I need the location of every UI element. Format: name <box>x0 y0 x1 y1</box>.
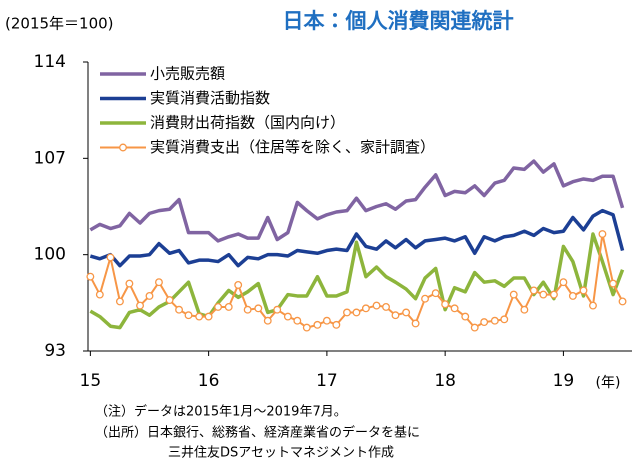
series-marker <box>343 308 351 317</box>
series-marker <box>450 304 459 313</box>
x-axis-label: (年) <box>596 375 621 391</box>
note: （出所）日本銀行、総務省、経済産業省のデータを基に <box>95 425 420 441</box>
series-marker <box>402 308 411 317</box>
series-marker <box>204 312 213 321</box>
note: （注）データは2015年1月～2019年7月。 <box>95 404 347 420</box>
series-marker <box>195 312 204 321</box>
series-marker <box>609 279 618 288</box>
series-marker <box>352 308 361 317</box>
series-marker <box>106 253 115 262</box>
series-marker <box>273 305 282 314</box>
series-marker <box>293 316 302 325</box>
legend-label: 実質消費支出（住居等を除く、家計調査） <box>150 138 435 156</box>
series-marker <box>461 312 470 321</box>
series-marker <box>500 315 509 324</box>
series-marker <box>243 305 252 314</box>
series-marker <box>509 290 518 299</box>
series-marker <box>125 279 134 288</box>
x-tick-label: 15 <box>80 371 102 391</box>
series-line <box>89 232 625 330</box>
series-marker <box>86 272 95 281</box>
series-marker <box>431 289 440 298</box>
series-marker <box>372 301 381 310</box>
y-tick-label: 114 <box>34 52 66 72</box>
series-marker <box>145 292 154 300</box>
x-tick-label: 18 <box>434 371 456 391</box>
series-marker <box>115 297 124 306</box>
series-marker <box>579 286 588 295</box>
series-marker <box>559 278 568 287</box>
series-marker <box>568 292 577 300</box>
legend-label: 消費財出荷指数（国内向け） <box>150 114 345 132</box>
series-marker <box>184 311 193 320</box>
series-marker <box>520 305 529 314</box>
series-marker <box>322 316 331 325</box>
series-marker <box>313 320 322 329</box>
series-marker <box>155 278 163 287</box>
y-unit-label: (2015年＝100) <box>5 15 114 33</box>
series-marker <box>332 320 341 329</box>
series-marker <box>234 280 243 289</box>
series-marker <box>214 303 223 311</box>
series-marker <box>361 304 370 313</box>
series-marker <box>618 297 627 306</box>
series-marker <box>549 290 558 299</box>
y-tick-label: 93 <box>44 341 66 361</box>
chart-title: 日本：個人消費関連統計 <box>283 9 514 33</box>
x-tick-label: 19 <box>553 371 575 391</box>
series-marker <box>283 312 292 321</box>
series-marker <box>480 318 489 327</box>
y-tick-label: 100 <box>34 245 66 265</box>
series-marker <box>539 290 548 299</box>
x-tick-label: 17 <box>316 371 338 391</box>
series-marker <box>95 290 104 299</box>
series-marker <box>529 286 538 295</box>
series-marker <box>411 319 420 328</box>
series-marker <box>441 300 450 309</box>
series-marker <box>302 323 311 332</box>
series-marker <box>391 311 400 320</box>
series-marker <box>254 304 263 313</box>
series-line <box>89 159 625 243</box>
series-line <box>89 208 625 268</box>
series-marker <box>490 316 499 325</box>
series-marker <box>263 316 272 325</box>
series-marker <box>165 296 174 305</box>
legend-marker <box>119 143 127 152</box>
series-marker <box>421 294 429 303</box>
note: 三井住友DSアセットマネジメント作成 <box>168 445 394 461</box>
legend-label: 実質消費活動指数 <box>150 89 270 107</box>
legend-label: 小売販売額 <box>150 65 225 83</box>
series-marker <box>470 323 479 332</box>
series-marker <box>382 303 390 311</box>
series-marker <box>589 301 597 310</box>
series-marker <box>175 305 184 314</box>
series-marker <box>136 301 144 310</box>
series-marker <box>598 230 607 238</box>
y-tick-label: 107 <box>34 148 66 168</box>
x-tick-label: 16 <box>198 371 220 391</box>
series-marker <box>224 303 233 311</box>
